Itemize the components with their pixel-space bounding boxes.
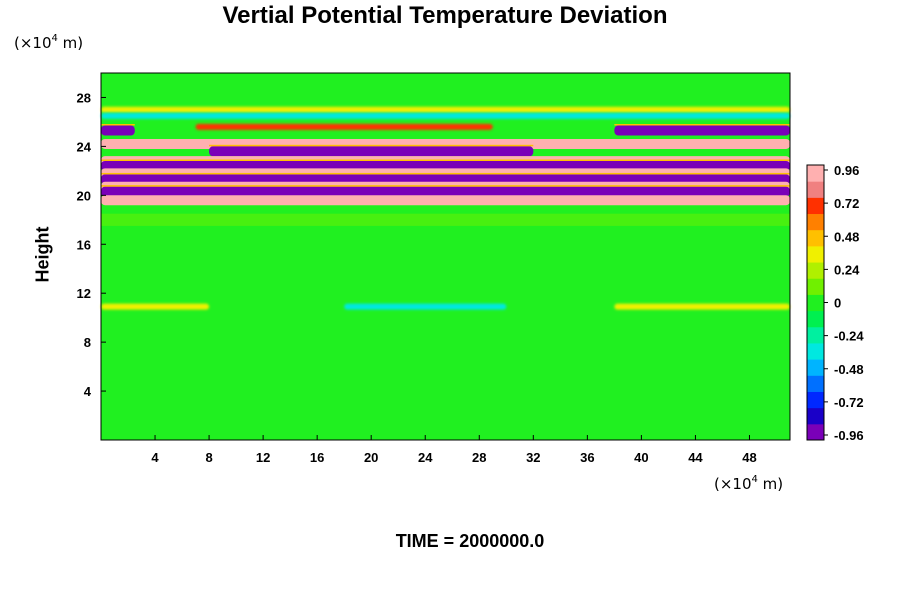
y-tick-label: 12 [77, 286, 91, 301]
colorbar-swatch [807, 245, 824, 263]
colorbar-swatch [807, 375, 824, 392]
heatmap-field [101, 73, 790, 440]
colorbar-tick-label: 0.24 [834, 262, 860, 277]
field-band-10 [101, 186, 790, 197]
chart-title: Vertial Potential Temperature Deviation [222, 2, 668, 29]
time-label: TIME = 2000000.0 [395, 531, 545, 551]
y-tick-label: 16 [77, 237, 91, 252]
colorbar-swatch [807, 278, 824, 295]
field-band-13 [101, 112, 790, 119]
field-band-2 [195, 123, 493, 130]
x-tick-label: 28 [472, 450, 486, 465]
x-tick-label: 44 [688, 450, 703, 465]
colorbar-swatch [807, 391, 824, 409]
x-unit-exp: 4 [751, 474, 758, 485]
colorbar-tick-label: -0.96 [834, 428, 864, 443]
x-tick-label: 12 [256, 450, 270, 465]
x-tick-label: 32 [526, 450, 540, 465]
y-tick-label: 20 [77, 188, 91, 203]
colorbar-tick-label: 0 [834, 296, 841, 311]
x-tick-label: 36 [580, 450, 594, 465]
x-axis: 4 8 12 16 20 24 28 32 36 40 44 48 [151, 435, 757, 465]
x-tick-label: 48 [742, 450, 756, 465]
field-band-edge-6 [101, 159, 790, 161]
colorbar-swatch [807, 262, 824, 279]
field-band-edge-4 [209, 144, 534, 147]
field-band-edge-8 [101, 172, 790, 175]
field-band-15 [344, 303, 507, 310]
colorbar-swatch [807, 407, 824, 425]
colorbar-swatch [807, 294, 824, 312]
colorbar-swatch [807, 342, 824, 360]
x-tick-label: 4 [151, 450, 159, 465]
colorbar-swatch [807, 197, 824, 215]
y-unit-tail: m) [57, 34, 84, 52]
y-tick-label: 4 [84, 384, 92, 399]
x-unit-tail: m) [757, 475, 784, 493]
colorbar-tick-label: -0.24 [834, 329, 864, 344]
colorbar-tick-label: 0.48 [834, 229, 859, 244]
colorbar-swatch [807, 229, 824, 247]
x-tick-label: 8 [205, 450, 212, 465]
y-tick-label: 8 [84, 335, 91, 350]
y-unit-exp: 4 [51, 33, 58, 44]
x-tick-label: 20 [364, 450, 378, 465]
plot-frame [100, 72, 791, 441]
field-band-4 [209, 146, 534, 157]
field-weak-band [101, 213, 790, 226]
y-unit-base: (×10 [14, 34, 52, 52]
colorbar: 0.96 0.72 0.48 0.24 0 -0.24 -0.48 -0.72 -0.96 [806, 163, 864, 443]
x-unit-base: (×10 [714, 475, 752, 493]
colorbar-swatch [807, 326, 824, 344]
x-axis-unit: (×104 m) [714, 474, 783, 493]
colorbar-swatch [807, 213, 824, 231]
colorbar-swatch [807, 165, 824, 182]
colorbar-tick-label: 0.72 [834, 196, 859, 211]
x-tick-label: 40 [634, 450, 648, 465]
y-axis: 4 8 12 16 20 24 28 [77, 90, 106, 399]
field-band-edge-0 [101, 123, 135, 126]
field-band-edge-1 [614, 123, 790, 126]
colorbar-swatch [807, 359, 824, 376]
field-band-11 [101, 195, 790, 206]
field-band-12 [101, 106, 790, 113]
colorbar-tick-label: -0.72 [834, 395, 864, 410]
y-tick-label: 24 [77, 139, 92, 154]
field-band-16 [614, 303, 790, 310]
colorbar-swatch [807, 181, 824, 198]
colorbar-tick-label: 0.96 [834, 163, 859, 178]
x-tick-label: 16 [310, 450, 324, 465]
colorbar-swatch [807, 310, 824, 328]
colorbar-tick-label: -0.48 [834, 362, 864, 377]
y-axis-unit: (×104 m) [14, 33, 83, 52]
x-tick-label: 24 [418, 450, 433, 465]
field-band-edge-10 [101, 185, 790, 187]
field-band-1 [614, 125, 790, 136]
colorbar-swatch [807, 423, 824, 441]
field-band-0 [101, 125, 135, 136]
y-tick-label: 28 [77, 90, 91, 105]
field-band-14 [101, 303, 210, 310]
